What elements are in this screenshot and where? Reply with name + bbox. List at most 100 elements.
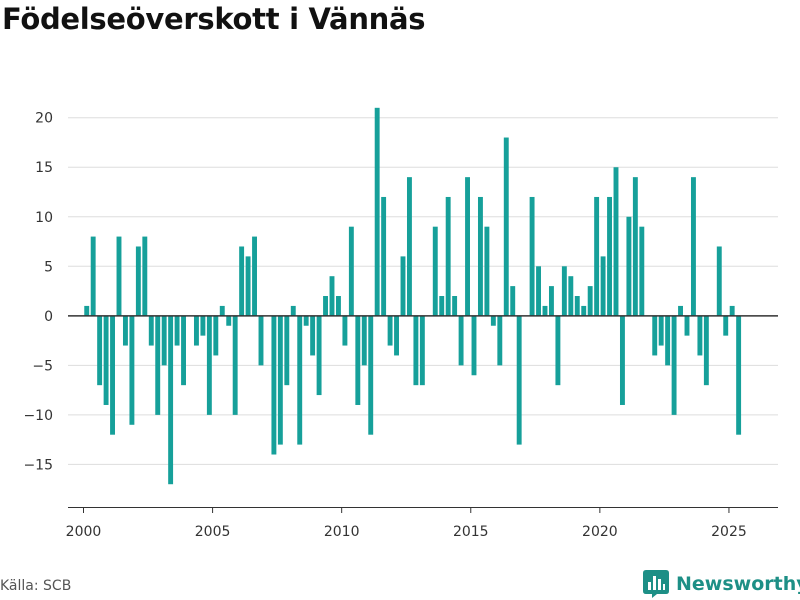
brand-logo[interactable]: Newsworthy bbox=[643, 570, 800, 598]
bar bbox=[245, 256, 251, 316]
bar bbox=[671, 315, 677, 415]
y-tick-label: 5 bbox=[44, 259, 53, 275]
bar bbox=[503, 137, 509, 316]
bar bbox=[193, 315, 199, 346]
bar bbox=[381, 196, 387, 316]
bar bbox=[316, 315, 322, 396]
bar bbox=[348, 226, 354, 316]
bar bbox=[568, 276, 574, 316]
bar bbox=[142, 236, 148, 316]
y-tick-label: −5 bbox=[32, 358, 53, 374]
grid-lines bbox=[68, 117, 778, 465]
bar bbox=[690, 177, 696, 316]
bar bbox=[368, 315, 374, 435]
bar bbox=[639, 226, 645, 316]
bar bbox=[536, 266, 541, 316]
x-tick-label: 2010 bbox=[324, 524, 360, 540]
bar bbox=[116, 236, 122, 316]
bar bbox=[729, 305, 735, 316]
bar bbox=[174, 315, 180, 346]
bar bbox=[678, 305, 683, 316]
bar bbox=[684, 315, 690, 336]
bar bbox=[297, 315, 303, 445]
bar bbox=[419, 315, 425, 386]
bar-chart-logo-icon bbox=[643, 570, 669, 598]
bar bbox=[374, 107, 380, 316]
bar bbox=[271, 315, 277, 455]
bar bbox=[277, 315, 283, 445]
bar bbox=[723, 315, 729, 336]
bar bbox=[155, 315, 161, 415]
brand-name: Newsworthy bbox=[676, 573, 800, 595]
bar bbox=[110, 315, 115, 435]
y-tick-label: 15 bbox=[35, 160, 53, 176]
bar bbox=[574, 296, 580, 316]
bar bbox=[445, 196, 451, 316]
bar bbox=[452, 296, 458, 316]
bar bbox=[465, 177, 470, 316]
y-tick-label: −10 bbox=[23, 408, 53, 424]
bar bbox=[148, 315, 154, 346]
bar bbox=[439, 296, 445, 316]
bar bbox=[329, 276, 335, 316]
bar bbox=[477, 196, 483, 316]
bar bbox=[484, 226, 490, 316]
bar bbox=[394, 315, 399, 356]
bar bbox=[361, 315, 367, 366]
bar bbox=[619, 315, 625, 405]
bar bbox=[200, 315, 206, 336]
bar bbox=[587, 286, 593, 316]
bar bbox=[252, 236, 257, 316]
bar bbox=[129, 315, 135, 425]
bar bbox=[335, 296, 341, 316]
bar bbox=[600, 256, 606, 316]
bar bbox=[497, 315, 503, 366]
bar bbox=[548, 286, 554, 316]
bar bbox=[387, 315, 393, 346]
bar bbox=[400, 256, 406, 316]
bar bbox=[607, 196, 612, 316]
y-tick-label: −15 bbox=[23, 457, 53, 473]
bar bbox=[206, 315, 212, 415]
bar bbox=[516, 315, 522, 445]
bar bbox=[542, 305, 548, 316]
bar bbox=[413, 315, 419, 386]
bar bbox=[290, 305, 296, 316]
bar bbox=[665, 315, 671, 366]
x-tick-label: 2020 bbox=[582, 524, 618, 540]
bar bbox=[90, 236, 96, 316]
x-axis-ticks: 2000 2005 2010 2015 2020 2025 bbox=[66, 508, 747, 540]
bar bbox=[529, 196, 535, 316]
bar bbox=[658, 315, 664, 346]
bar bbox=[652, 315, 658, 356]
bar bbox=[239, 246, 245, 316]
y-tick-label: 20 bbox=[35, 111, 53, 127]
source-note: Källa: SCB bbox=[0, 578, 72, 594]
x-tick-label: 2025 bbox=[711, 524, 747, 540]
bar bbox=[458, 315, 464, 366]
bar bbox=[168, 315, 174, 485]
x-tick-label: 2005 bbox=[195, 524, 231, 540]
bar bbox=[161, 315, 167, 366]
x-tick-label: 2015 bbox=[453, 524, 489, 540]
bar bbox=[510, 286, 516, 316]
y-axis-ticks: −15 −10 −5 0 5 10 15 20 bbox=[23, 111, 53, 474]
bar bbox=[122, 315, 128, 346]
bar bbox=[303, 315, 309, 326]
bar bbox=[406, 177, 412, 316]
bar bbox=[323, 296, 328, 316]
bar bbox=[594, 196, 600, 316]
bars bbox=[84, 107, 742, 485]
bar bbox=[613, 167, 619, 316]
bar bbox=[703, 315, 709, 386]
bar bbox=[581, 305, 587, 316]
bar bbox=[284, 315, 290, 386]
bar bbox=[97, 315, 103, 386]
bar bbox=[84, 305, 90, 316]
bar bbox=[490, 315, 496, 326]
bar bbox=[226, 315, 232, 326]
bar bbox=[716, 246, 722, 316]
bar bbox=[632, 177, 638, 316]
chart-title: Födelseöverskott i Vännäs bbox=[2, 2, 426, 36]
bar bbox=[342, 315, 348, 346]
